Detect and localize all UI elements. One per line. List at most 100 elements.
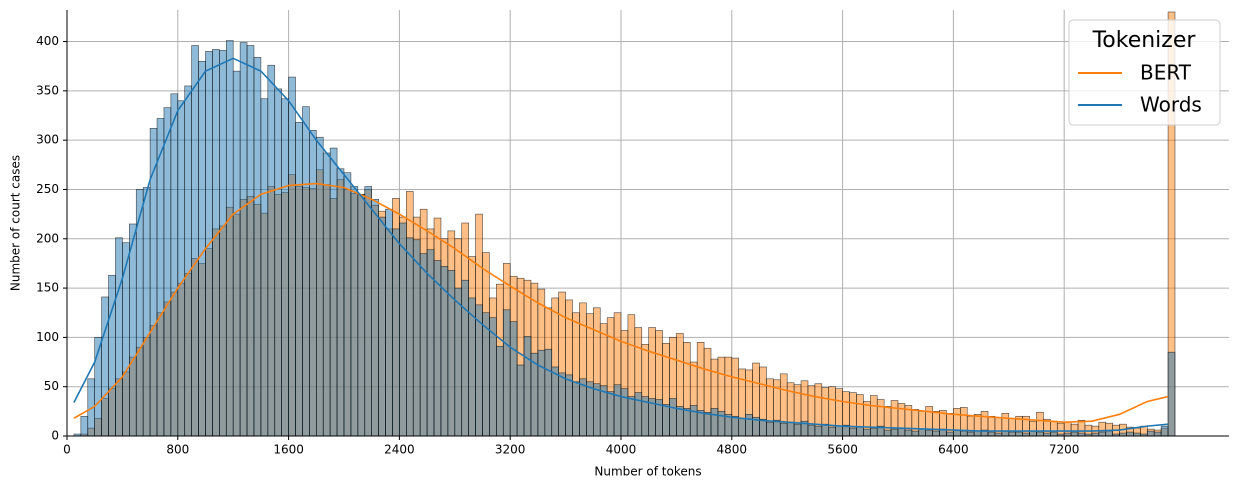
bar	[80, 415, 89, 437]
y-tick-label: 50	[44, 379, 59, 393]
bar	[703, 412, 712, 437]
bar	[329, 147, 338, 437]
bar	[177, 100, 186, 437]
bar	[766, 421, 774, 437]
bar	[267, 64, 276, 437]
bar	[350, 186, 359, 437]
bar	[1036, 431, 1044, 437]
bar	[212, 49, 220, 437]
bar	[246, 45, 255, 437]
bar	[1126, 431, 1134, 437]
kde-line	[73, 182, 1169, 423]
bar	[586, 381, 594, 437]
bar	[295, 122, 303, 437]
bar	[198, 60, 206, 437]
x-tick-label: 3200	[495, 443, 526, 457]
y-tick-label: 350	[36, 83, 59, 97]
bar	[662, 404, 670, 437]
bar	[288, 76, 296, 437]
kde-line	[73, 57, 1169, 432]
bar	[184, 85, 192, 437]
x-tick-label: 4000	[606, 443, 637, 457]
bar	[1070, 431, 1079, 437]
bar	[821, 423, 830, 437]
bar	[932, 430, 940, 437]
bar	[807, 424, 816, 437]
bar	[412, 239, 421, 437]
y-tick-label: 0	[51, 429, 59, 443]
bar	[364, 186, 372, 437]
bar	[315, 136, 324, 437]
legend-title: Tokenizer	[1092, 28, 1197, 53]
bar	[1105, 430, 1113, 437]
bar	[399, 222, 407, 437]
bar	[101, 296, 109, 437]
bar	[163, 107, 172, 437]
bar	[579, 378, 587, 437]
bars	[73, 11, 1176, 437]
bar	[856, 426, 864, 437]
bar	[322, 152, 331, 437]
bar	[129, 223, 137, 437]
bar	[336, 168, 345, 437]
bar	[572, 381, 580, 437]
x-tick-label: 6400	[938, 443, 969, 457]
y-tick-label: 300	[36, 133, 59, 147]
bar	[925, 429, 933, 437]
bar	[191, 45, 199, 437]
bar	[696, 410, 705, 437]
bar	[987, 431, 996, 437]
bar	[142, 187, 151, 437]
y-tick-label: 150	[36, 281, 59, 295]
bar	[946, 431, 954, 437]
y-tick-label: 250	[36, 182, 59, 196]
bar	[468, 297, 476, 437]
bar	[814, 425, 823, 437]
y-tick-label: 200	[36, 231, 59, 245]
bar	[357, 194, 366, 437]
legend-label: Words	[1140, 93, 1202, 117]
bar	[309, 130, 317, 437]
ticks: 0 800 1600 2400 3200 4000 4800 5600 6400 7200 0 50 1…	[36, 34, 1079, 456]
bar	[669, 398, 677, 437]
bar	[918, 428, 926, 437]
bar	[565, 374, 573, 437]
y-tick-label: 400	[36, 34, 59, 48]
bar	[544, 348, 553, 437]
y-tick-label: 100	[36, 330, 59, 344]
bar	[433, 260, 442, 437]
bar	[149, 128, 158, 437]
bar	[786, 421, 795, 437]
bar	[1160, 425, 1169, 437]
bar	[683, 408, 691, 437]
bar	[620, 388, 629, 437]
x-tick-label: 4800	[717, 443, 748, 457]
bar	[239, 42, 248, 437]
bar	[406, 237, 414, 437]
bar	[689, 405, 698, 437]
bar	[731, 415, 740, 437]
legend: Tokenizer BERT Words	[1068, 19, 1221, 126]
bar	[274, 88, 282, 437]
bar	[530, 352, 539, 437]
bar	[745, 414, 753, 437]
bar	[1146, 430, 1155, 437]
bar	[115, 237, 123, 437]
bar	[1098, 431, 1107, 437]
x-tick-label: 1600	[273, 443, 304, 457]
bar	[676, 406, 684, 437]
bar	[710, 408, 719, 437]
x-tick-label: 5600	[827, 443, 858, 457]
bar	[773, 419, 781, 437]
x-tick-label: 2400	[384, 443, 415, 457]
bar	[828, 426, 836, 437]
bar	[281, 98, 289, 437]
bar	[537, 349, 546, 437]
bar	[966, 431, 975, 437]
bar	[461, 279, 469, 437]
bar	[108, 274, 116, 437]
bar	[793, 423, 802, 437]
bar	[219, 50, 227, 437]
bar	[863, 428, 871, 437]
